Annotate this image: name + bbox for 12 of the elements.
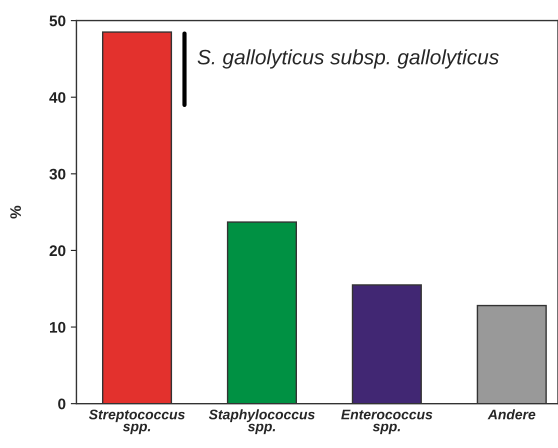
y-tick-label: 30	[49, 168, 66, 180]
y-tick-label: 20	[50, 245, 66, 256]
y-tick-label: 0	[58, 398, 66, 410]
y-tick-label: 40	[49, 92, 66, 103]
y-tick-label: 50	[50, 15, 66, 26]
x-tick-label: Andere	[488, 409, 536, 420]
y-axis-title: %	[10, 206, 21, 219]
x-tick-label: Streptococcus spp.	[88, 410, 185, 434]
x-tick-label: Staphylococcus spp.	[208, 409, 315, 434]
x-tick-label: Enterococcus spp.	[341, 410, 432, 434]
annotation: S. gallolyticus subsp. gallolyticus	[198, 49, 499, 69]
y-tick-label: 10	[50, 322, 66, 333]
